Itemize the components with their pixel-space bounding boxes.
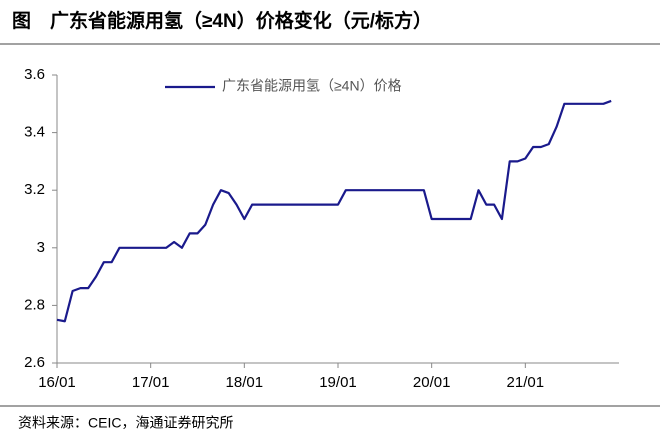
source: 资料来源：CEIC，海通证券研究所 — [18, 415, 233, 431]
data-line — [56, 99, 612, 323]
y-tick-label: 2.6 — [24, 354, 45, 371]
x-tick-label: 21/01 — [507, 374, 545, 391]
x-tick-label: 20/01 — [413, 374, 451, 391]
x-tick-label: 17/01 — [132, 374, 170, 391]
x-tick-label: 18/01 — [226, 374, 264, 391]
y-tick-label: 3.2 — [24, 181, 45, 198]
y-tick-label: 3 — [37, 239, 45, 256]
y-tick-label: 3.4 — [24, 124, 45, 141]
y-tick-label: 3.6 — [24, 66, 45, 83]
legend-label: 广东省能源用氢（≥4N）价格 — [222, 78, 402, 94]
x-tick-label: 16/01 — [38, 374, 76, 391]
x-tick-label: 19/01 — [319, 374, 357, 391]
chart-title: 图 广东省能源用氢（≥4N）价格变化（元/标方） — [12, 9, 432, 32]
y-tick-label: 2.8 — [24, 296, 45, 313]
